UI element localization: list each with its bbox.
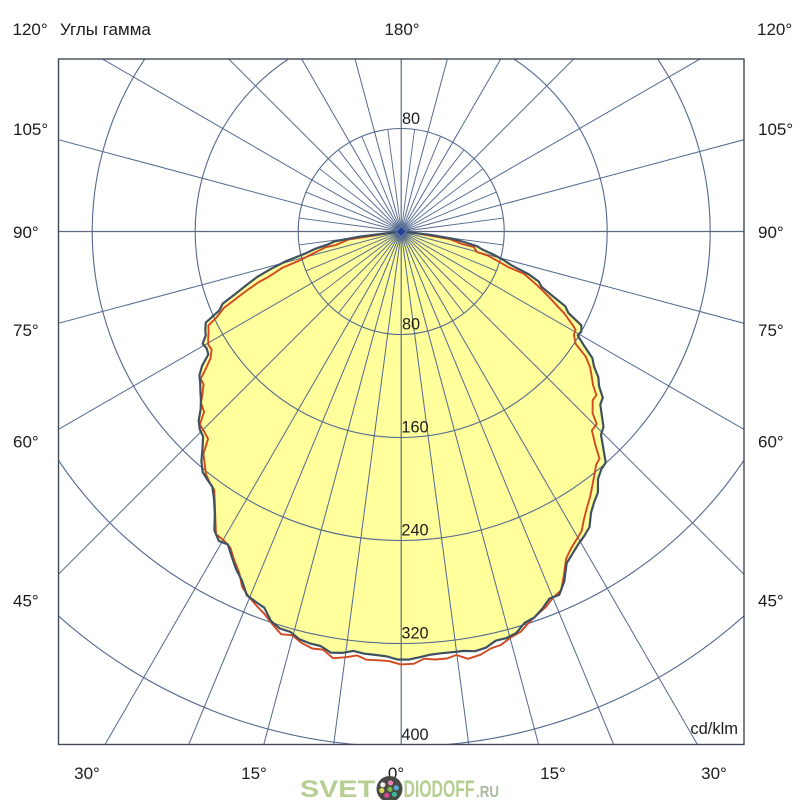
svg-text:120°: 120° — [757, 20, 792, 39]
svg-text:Углы гамма: Углы гамма — [60, 20, 151, 39]
svg-text:SVET: SVET — [300, 776, 375, 800]
svg-text:90°: 90° — [758, 223, 784, 242]
svg-text:240: 240 — [401, 522, 428, 540]
svg-text:180°: 180° — [384, 20, 419, 39]
svg-text:45°: 45° — [13, 592, 39, 611]
svg-text:DIODOFF: DIODOFF — [404, 776, 475, 800]
svg-text:45°: 45° — [758, 592, 784, 611]
svg-text:105°: 105° — [758, 120, 793, 139]
svg-text:60°: 60° — [758, 433, 784, 452]
svg-text:75°: 75° — [758, 321, 784, 340]
svg-text:80: 80 — [402, 110, 420, 128]
svg-text:.RU: .RU — [476, 784, 499, 800]
svg-text:30°: 30° — [701, 764, 727, 783]
svg-text:120°: 120° — [13, 20, 48, 39]
svg-text:60°: 60° — [13, 433, 39, 452]
svg-text:105°: 105° — [13, 120, 48, 139]
svg-text:320: 320 — [401, 625, 428, 643]
svg-text:90°: 90° — [13, 223, 39, 242]
svg-text:400: 400 — [401, 726, 428, 744]
svg-text:cd/klm: cd/klm — [690, 720, 738, 738]
svg-text:80: 80 — [402, 316, 420, 334]
svg-text:75°: 75° — [13, 321, 39, 340]
svg-text:160: 160 — [401, 419, 428, 437]
svg-text:15°: 15° — [540, 764, 566, 783]
svg-text:15°: 15° — [241, 764, 267, 783]
svg-text:30°: 30° — [74, 764, 100, 783]
